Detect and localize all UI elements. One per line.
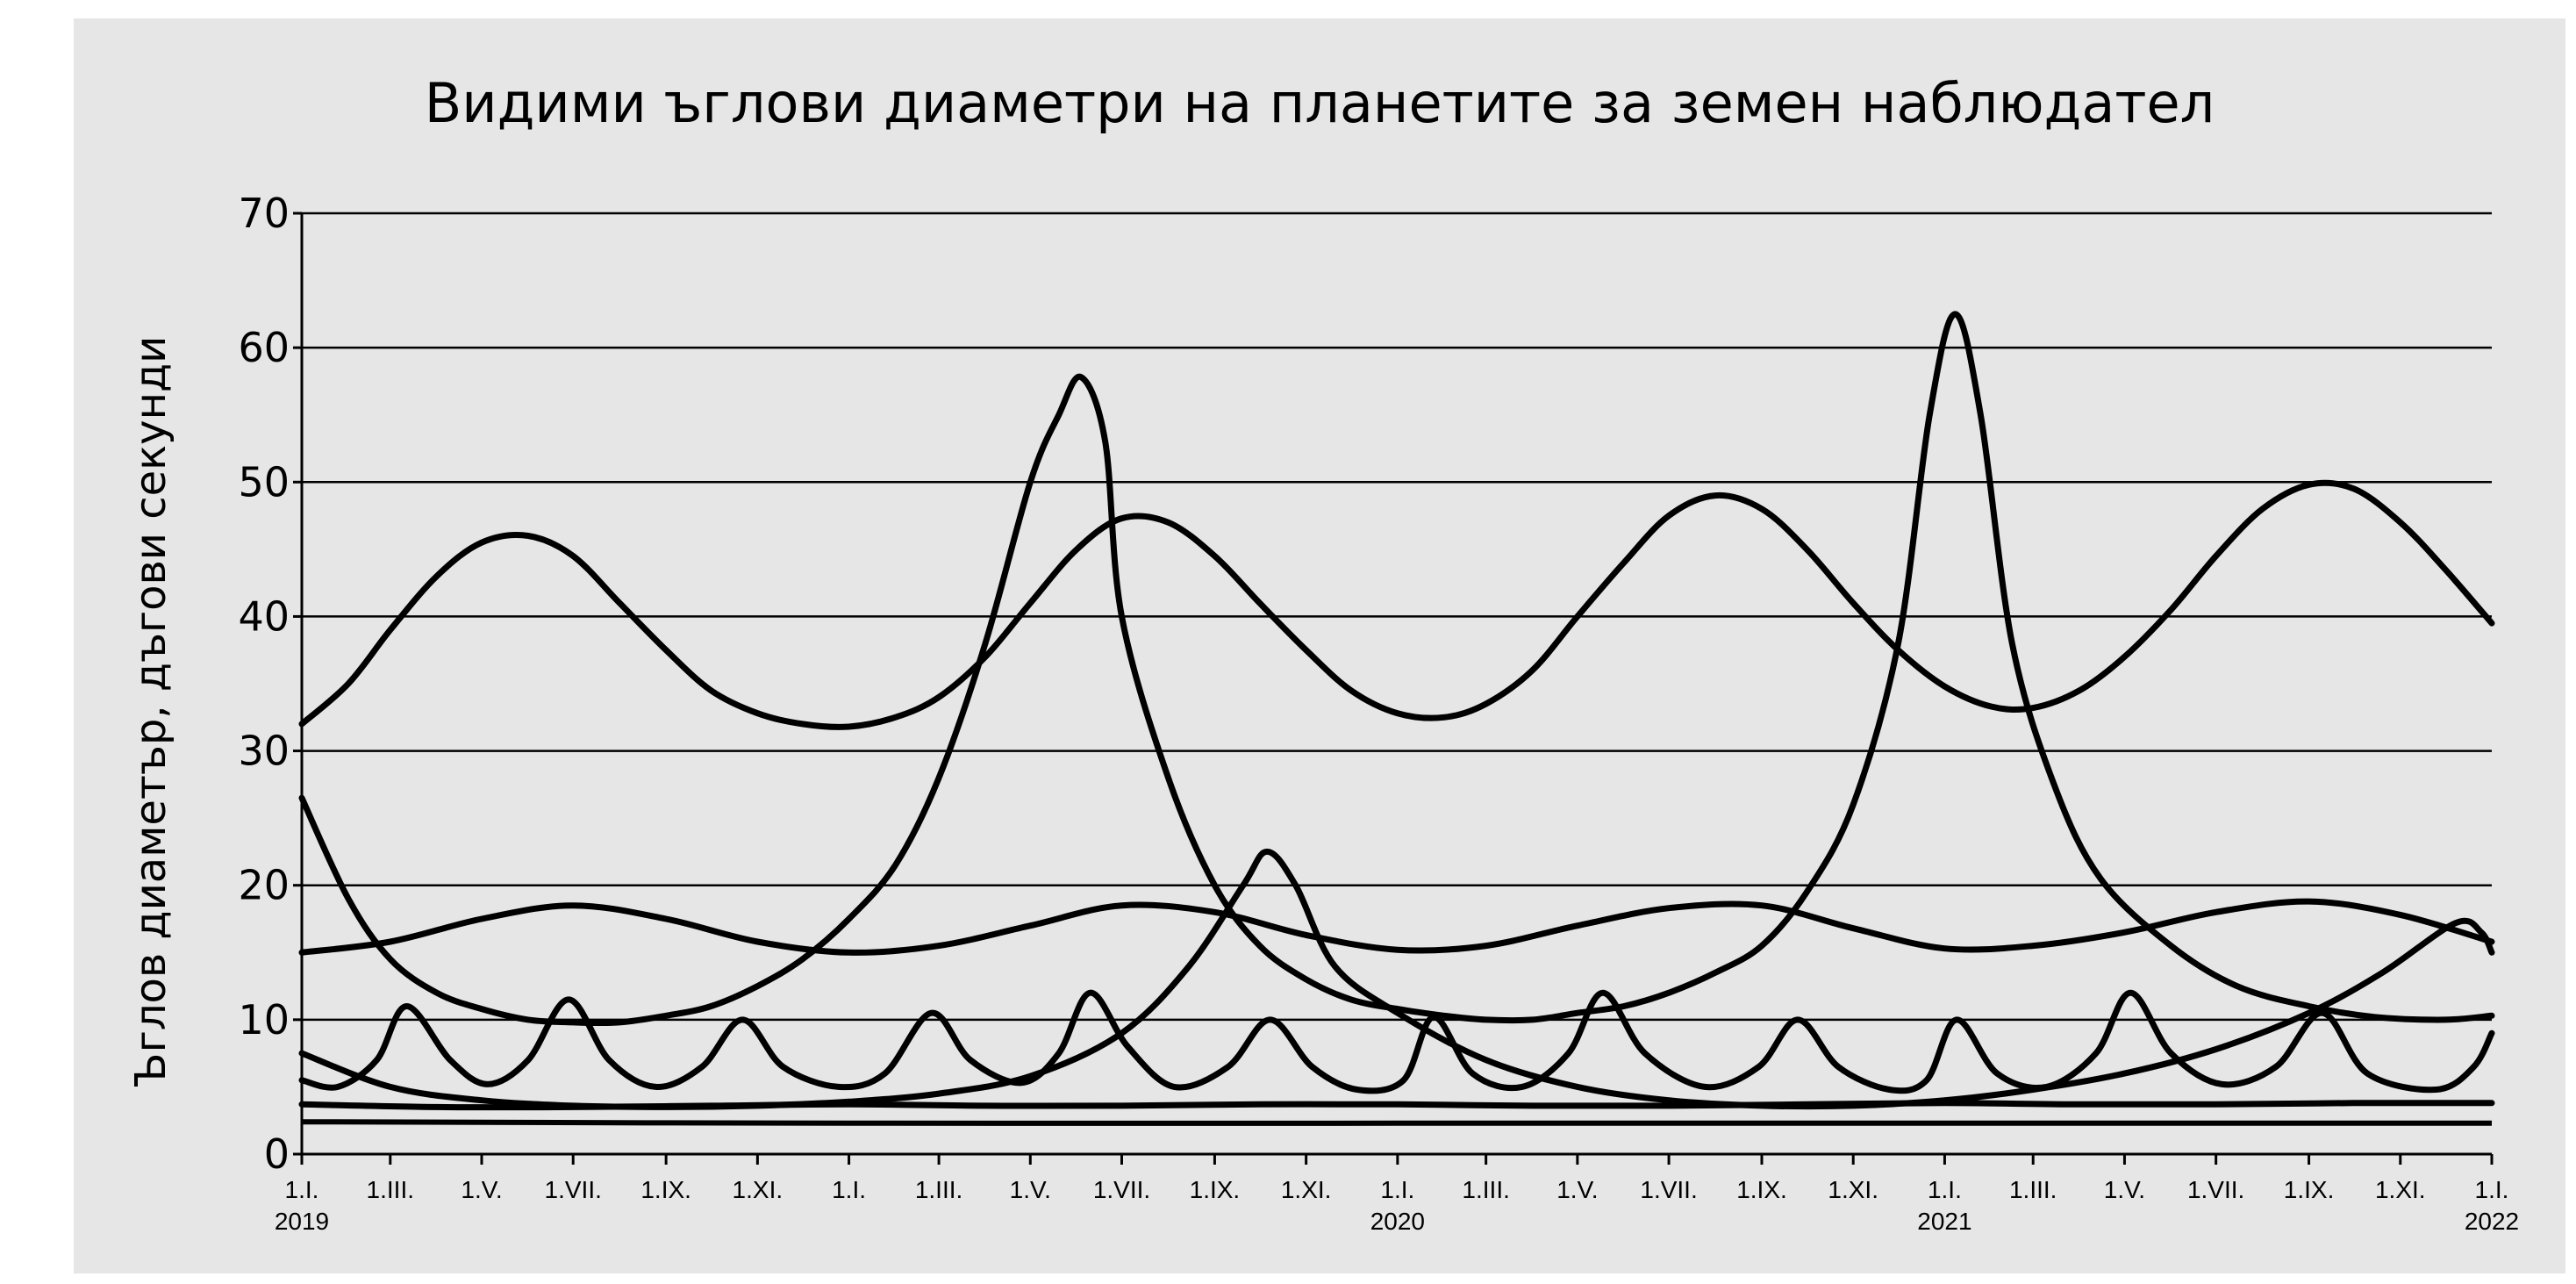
x-tick-label-17: 1.XI. <box>1828 1176 1878 1203</box>
x-tick-label-16: 1.IX. <box>1736 1176 1787 1203</box>
series-line-2 <box>298 311 2495 1027</box>
x-tick-label-1: 1.III. <box>367 1176 414 1203</box>
y-tick-label-70: 70 <box>238 190 290 237</box>
y-tick-label-10: 10 <box>238 996 290 1044</box>
series-line-4 <box>298 848 2495 1110</box>
x-tick-label-5: 1.XI. <box>733 1176 784 1203</box>
x-tick-label-4: 1.IX. <box>640 1176 691 1203</box>
x-tick-label-14: 1.V. <box>1556 1176 1598 1203</box>
x-tick-label-9: 1.VII. <box>1093 1176 1150 1203</box>
y-axis-label: Ъглов диаметър, дъгови секунди <box>126 336 175 1088</box>
x-tick-label-3: 1.VII. <box>545 1176 602 1203</box>
series-line-1 <box>298 479 2495 730</box>
x-tick-label-23: 1.XI. <box>2375 1176 2426 1203</box>
x-tick-label-24: 1.I. <box>2475 1176 2509 1203</box>
x-tick-label-18: 1.I. <box>1928 1176 1962 1203</box>
series-line-5 <box>298 989 2495 1094</box>
x-tick-label-20: 1.V. <box>2104 1176 2145 1203</box>
x-tick-labels: 1.I. 2019 1.III. 1.V. 1.VII. 1.IX. 1.XI. 1.I. 1.… <box>275 1176 2519 1235</box>
x-tick-label-6: 1.I. <box>832 1176 866 1203</box>
x-tick-label-19: 1.III. <box>2009 1176 2057 1203</box>
chart-panel: Видими ъглови диаметри на планетите за з… <box>74 18 2565 1273</box>
x-tick-label-12: 1.I. <box>1380 1176 1414 1203</box>
x-tick-year-0: 2019 <box>275 1208 329 1235</box>
x-tick-label-11: 1.XI. <box>1281 1176 1332 1203</box>
x-tick-label-10: 1.IX. <box>1190 1176 1241 1203</box>
x-tick-label-7: 1.III. <box>915 1176 962 1203</box>
y-tick-label-30: 30 <box>238 728 290 775</box>
x-tick-year-24: 2022 <box>2465 1208 2519 1235</box>
axes <box>293 212 2494 1165</box>
series-line-3 <box>298 898 2495 956</box>
x-tick-label-8: 1.V. <box>1010 1176 1051 1203</box>
y-tick-label-50: 50 <box>238 458 290 506</box>
x-tick-label-22: 1.IX. <box>2284 1176 2335 1203</box>
x-tick-label-15: 1.VII. <box>1640 1176 1697 1203</box>
x-tick-label-0: 1.I. <box>285 1176 319 1203</box>
y-tick-labels: 0 10 20 30 40 50 60 70 <box>238 190 290 1178</box>
x-tick-label-2: 1.V. <box>461 1176 502 1203</box>
x-tick-label-21: 1.VII. <box>2187 1176 2244 1203</box>
y-tick-label-20: 20 <box>238 862 290 909</box>
series-layer <box>298 311 2495 1126</box>
x-tick-year-12: 2020 <box>1370 1208 1425 1235</box>
series-line-7 <box>301 1119 2492 1126</box>
chart-svg: Видими ъглови диаметри на планетите за з… <box>126 71 2519 1235</box>
x-tick-label-13: 1.III. <box>1462 1176 1509 1203</box>
y-tick-label-0: 0 <box>264 1130 290 1178</box>
gridlines <box>302 212 2492 1022</box>
y-tick-label-40: 40 <box>238 592 290 640</box>
y-tick-label-60: 60 <box>238 324 290 371</box>
x-tick-year-18: 2021 <box>1917 1208 1971 1235</box>
chart-title: Видими ъглови диаметри на планетите за з… <box>425 71 2215 135</box>
series-line-6 <box>298 1100 2495 1111</box>
